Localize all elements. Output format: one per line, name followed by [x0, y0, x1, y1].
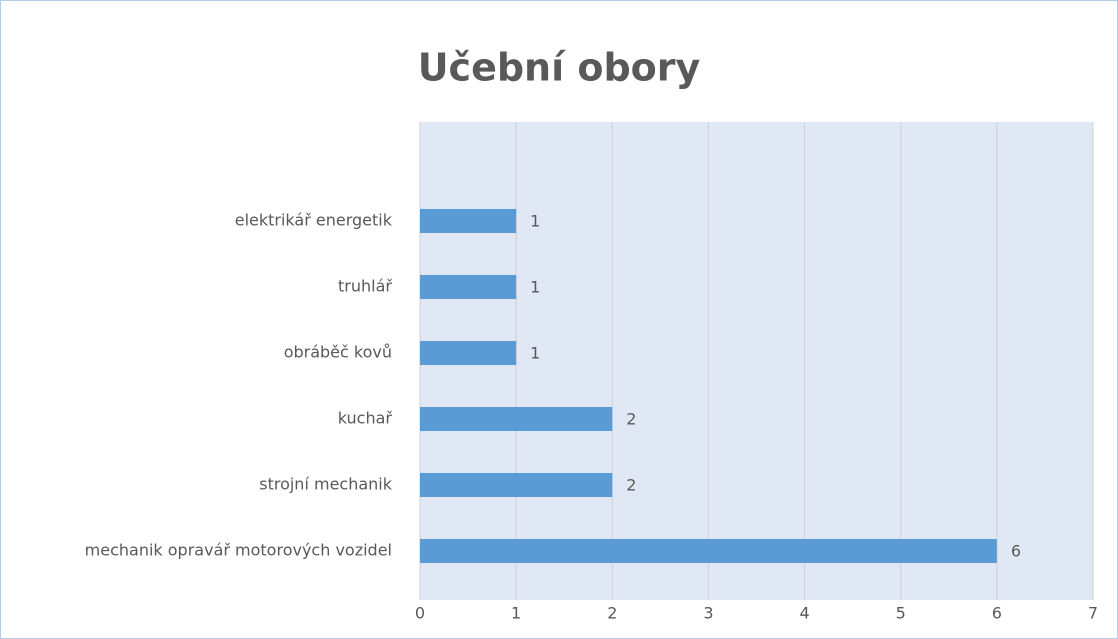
x-tick-label: 3	[703, 604, 713, 623]
plot-area	[420, 122, 1093, 600]
data-label: 2	[626, 410, 636, 429]
y-tick-label: mechanik opravář motorových vozidel	[85, 541, 392, 560]
data-label: 1	[530, 212, 540, 231]
y-tick-label: strojní mechanik	[259, 475, 393, 494]
x-tick-label: 1	[511, 604, 521, 623]
x-tick-label: 0	[415, 604, 425, 623]
y-tick-label: obráběč kovů	[284, 343, 392, 362]
bar	[420, 209, 517, 233]
x-tick-label: 4	[799, 604, 809, 623]
y-tick-label: truhlář	[338, 277, 392, 296]
bar	[420, 275, 517, 299]
bar	[420, 539, 997, 563]
x-tick-label: 2	[607, 604, 617, 623]
data-label: 1	[530, 344, 540, 363]
y-tick-label: elektrikář energetik	[235, 211, 393, 230]
data-label: 1	[530, 278, 540, 297]
data-label: 2	[626, 476, 636, 495]
x-tick-label: 5	[896, 604, 906, 623]
bar	[420, 341, 517, 365]
chart-title: Učební obory	[418, 46, 701, 90]
x-tick-label: 7	[1088, 604, 1098, 623]
y-tick-label: kuchař	[338, 409, 393, 428]
data-label: 6	[1011, 542, 1021, 561]
bar	[420, 407, 613, 431]
x-tick-label: 6	[992, 604, 1002, 623]
bar	[420, 473, 613, 497]
